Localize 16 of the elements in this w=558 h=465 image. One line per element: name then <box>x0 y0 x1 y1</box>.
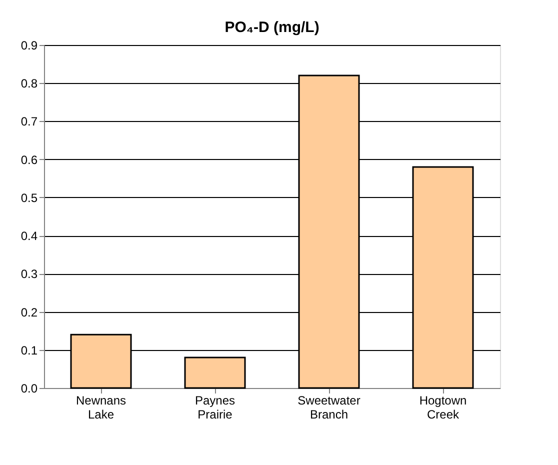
x-tick-label: Hogtown Creek <box>419 394 467 422</box>
bar <box>184 356 246 389</box>
y-tick-label: 0.3 <box>20 267 38 282</box>
chart-title: PO₄-D (mg/L) <box>224 19 320 36</box>
y-tick-label: 0.2 <box>20 305 38 320</box>
y-tick-label: 0.9 <box>20 38 38 52</box>
y-tick-label: 0.6 <box>20 152 38 167</box>
y-tick-label: 0.4 <box>20 229 38 244</box>
y-tick-label: 0.5 <box>20 190 38 205</box>
y-tick-label: 0.8 <box>20 76 38 91</box>
y-tick-label: 0.1 <box>20 343 38 358</box>
x-tick-label: Paynes Prairie <box>194 394 236 422</box>
y-tick-label: 0.0 <box>20 382 38 396</box>
y-tick-label: 0.7 <box>20 114 38 129</box>
x-tick-label: Newnans Lake <box>76 394 126 422</box>
x-tick-label: Sweetwater Branch <box>298 394 360 422</box>
